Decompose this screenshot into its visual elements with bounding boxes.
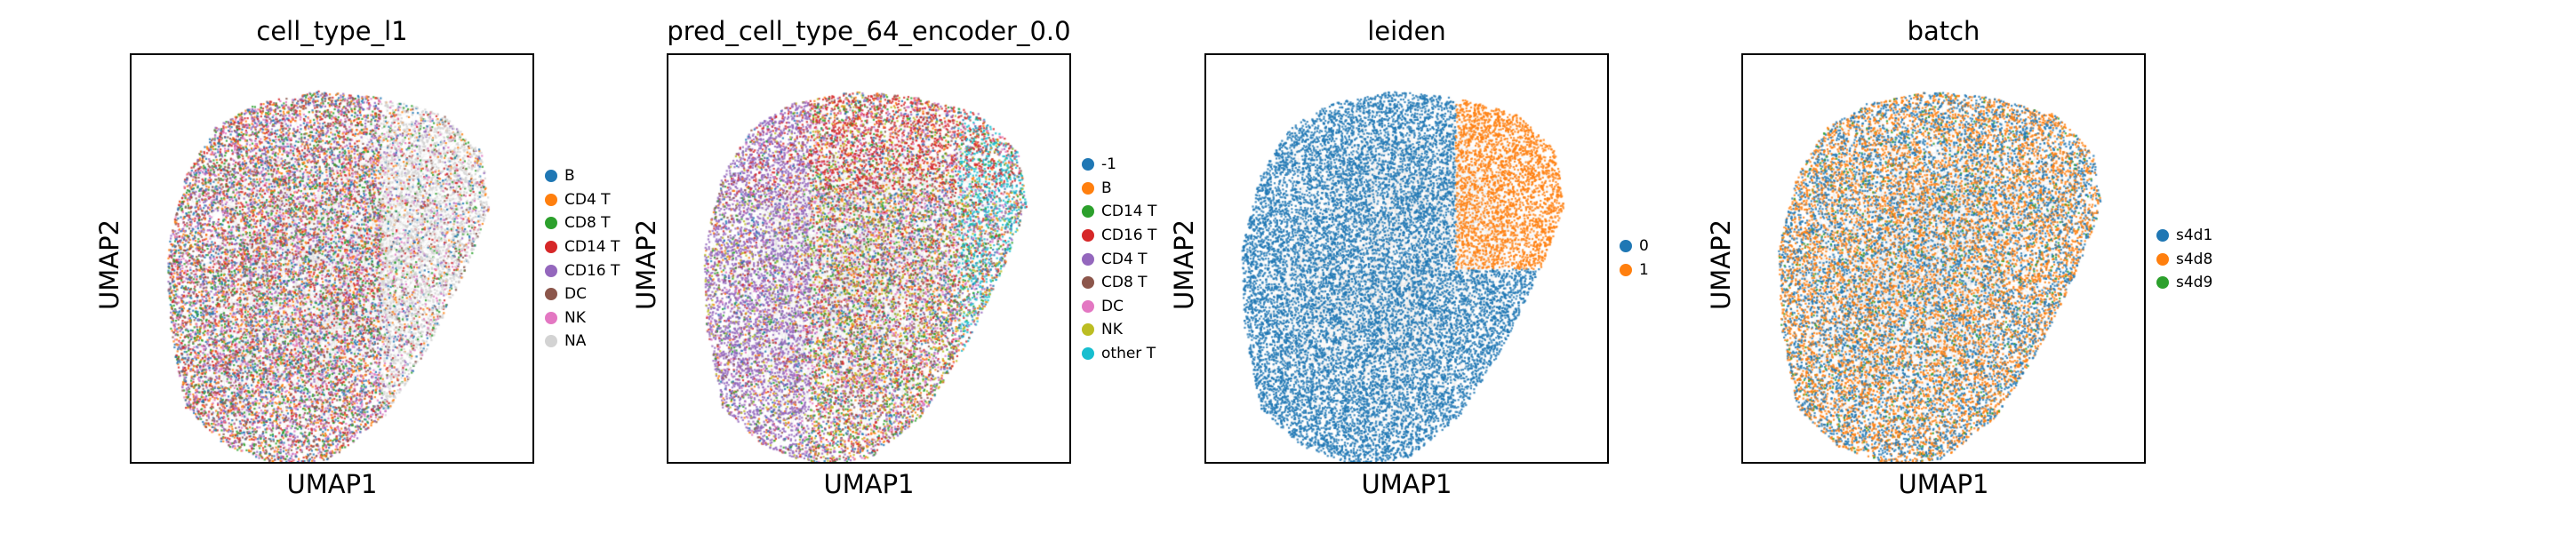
x-axis-label: UMAP1: [286, 469, 378, 499]
y-axis-label: UMAP2: [1169, 219, 1199, 310]
legend-marker: [2156, 229, 2169, 243]
plot-area: [130, 53, 534, 464]
legend-marker: [1620, 263, 1632, 276]
legend-marker: [545, 264, 557, 277]
legend-entry: DC: [545, 282, 620, 306]
legend-label: 1: [1639, 260, 1649, 279]
legend-marker: [1082, 299, 1094, 313]
legend-marker: [2156, 252, 2169, 266]
panel-batch: batch: [1741, 0, 2146, 533]
chart-title: leiden: [1367, 16, 1446, 46]
legend-label: B: [564, 167, 575, 186]
legend-entry: 0: [1620, 235, 1649, 259]
legend-entry: NA: [545, 330, 620, 354]
plot-area: [667, 53, 1071, 464]
legend-marker: [2156, 276, 2169, 290]
y-axis-label: UMAP2: [94, 219, 124, 310]
legend-entry: CD16 T: [545, 259, 620, 282]
legend-label: CD4 T: [564, 190, 611, 209]
legend-marker: [1082, 323, 1094, 337]
legend-marker: [545, 241, 557, 254]
legend-label: CD4 T: [1101, 250, 1148, 268]
legend-label: s4d8: [2176, 250, 2213, 268]
legend-entry: NK: [1082, 318, 1156, 342]
legend-entry: CD4 T: [545, 188, 620, 212]
legend: s4d1 s4d8 s4d9: [2156, 224, 2212, 295]
legend-entry: NK: [545, 306, 620, 330]
panel-leiden: leiden: [1204, 0, 1609, 533]
legend-label: B: [1101, 179, 1112, 197]
legend-entry: -1: [1082, 153, 1156, 177]
legend-label: CD14 T: [1101, 203, 1157, 221]
y-axis-label: UMAP2: [631, 219, 661, 310]
legend: -1 B CD14 T CD16 T CD4 T CD8 T DC NK other T: [1082, 153, 1156, 365]
legend-marker: [545, 311, 557, 324]
legend-entry: CD14 T: [1082, 200, 1156, 224]
chart-title: pred_cell_type_64_encoder_0.0: [667, 16, 1071, 46]
legend-label: 0: [1639, 237, 1649, 256]
legend-label: s4d1: [2176, 227, 2213, 245]
x-axis-label: UMAP1: [1361, 469, 1452, 499]
legend-entry: B: [545, 164, 620, 188]
legend-label: CD16 T: [564, 261, 620, 280]
legend-entry: B: [1082, 177, 1156, 201]
legend-label: other T: [1101, 345, 1156, 363]
panel-pred-cell-type: pred_cell_type_64_encoder_0.0: [667, 0, 1071, 533]
legend-entry: other T: [1082, 342, 1156, 366]
legend-marker: [1082, 158, 1094, 171]
legend-marker: [1082, 252, 1094, 266]
legend-label: NK: [564, 308, 586, 327]
plot-area: [1204, 53, 1609, 464]
legend-marker: [1082, 276, 1094, 290]
x-axis-label: UMAP1: [823, 469, 915, 499]
legend-label: CD8 T: [1101, 274, 1148, 292]
legend-marker: [1082, 347, 1094, 361]
legend-entry: 1: [1620, 259, 1649, 282]
legend-label: CD8 T: [564, 214, 611, 233]
chart-title: batch: [1907, 16, 1980, 46]
legend-label: DC: [564, 285, 587, 304]
legend-marker: [1620, 240, 1632, 253]
legend-marker: [545, 335, 557, 348]
legend-label: DC: [1101, 297, 1124, 315]
legend-marker: [545, 217, 557, 230]
legend-entry: s4d9: [2156, 271, 2212, 295]
legend-marker: [545, 193, 557, 206]
legend-label: s4d9: [2176, 274, 2213, 292]
legend-entry: CD8 T: [545, 211, 620, 235]
legend-label: NK: [1101, 321, 1123, 339]
scatter-points: [132, 55, 532, 462]
legend-marker: [545, 170, 557, 183]
scatter-points: [1206, 55, 1607, 462]
legend-entry: CD16 T: [1082, 224, 1156, 248]
legend-label: NA: [564, 332, 587, 351]
legend-label: CD16 T: [1101, 227, 1157, 245]
scatter-points: [1743, 55, 2144, 462]
chart-title: cell_type_l1: [256, 16, 408, 46]
legend-entry: s4d8: [2156, 248, 2212, 272]
legend-entry: DC: [1082, 295, 1156, 319]
y-axis-label: UMAP2: [1706, 219, 1736, 310]
legend: B CD4 T CD8 T CD14 T CD16 T DC NK NA: [545, 164, 620, 354]
legend-label: CD14 T: [564, 238, 620, 257]
panel-cell-type-l1: cell_type_l1: [130, 0, 534, 533]
scatter-points: [668, 55, 1069, 462]
plot-area: [1741, 53, 2146, 464]
legend-entry: CD8 T: [1082, 271, 1156, 295]
legend-marker: [1082, 181, 1094, 195]
legend-entry: s4d1: [2156, 224, 2212, 248]
x-axis-label: UMAP1: [1898, 469, 1989, 499]
legend-marker: [1082, 205, 1094, 219]
legend-label: -1: [1101, 155, 1116, 174]
legend-entry: CD4 T: [1082, 247, 1156, 271]
legend-marker: [545, 288, 557, 301]
legend-entry: CD14 T: [545, 235, 620, 259]
legend-marker: [1082, 229, 1094, 243]
